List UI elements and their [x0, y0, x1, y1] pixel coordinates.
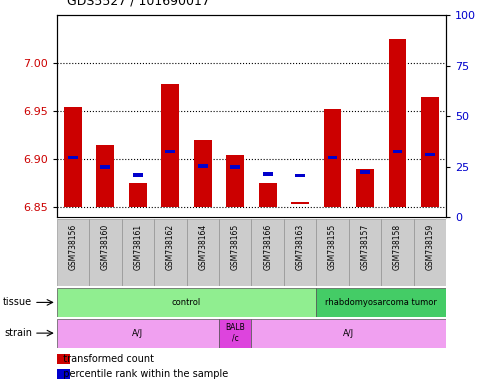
Bar [425, 153, 435, 156]
Bar [421, 97, 439, 207]
Text: GSM738164: GSM738164 [198, 223, 207, 270]
Text: GSM738161: GSM738161 [133, 223, 142, 270]
Text: GSM738157: GSM738157 [360, 223, 370, 270]
Text: GSM738156: GSM738156 [69, 223, 77, 270]
Bar [57, 288, 317, 317]
Bar [57, 354, 70, 364]
Text: GSM738166: GSM738166 [263, 223, 272, 270]
Bar [165, 150, 175, 154]
Text: A/J: A/J [343, 329, 354, 338]
Text: GSM738159: GSM738159 [425, 223, 434, 270]
Bar [349, 219, 381, 286]
Bar [381, 219, 414, 286]
Bar [101, 165, 110, 169]
Bar [219, 319, 251, 348]
Bar [284, 219, 317, 286]
Bar [251, 219, 284, 286]
Bar [360, 170, 370, 174]
Text: strain: strain [4, 328, 33, 338]
Text: GSM738158: GSM738158 [393, 223, 402, 270]
Text: GSM738165: GSM738165 [231, 223, 240, 270]
Text: A/J: A/J [132, 329, 143, 338]
Bar [392, 150, 402, 154]
Text: GSM738155: GSM738155 [328, 223, 337, 270]
Text: tissue: tissue [3, 297, 33, 308]
Bar [414, 219, 446, 286]
Text: percentile rank within the sample: percentile rank within the sample [57, 369, 228, 379]
Bar [57, 369, 70, 379]
Bar [57, 319, 219, 348]
Bar [129, 183, 147, 207]
Bar [161, 84, 179, 207]
Text: GDS5527 / 101690017: GDS5527 / 101690017 [67, 0, 210, 8]
Text: control: control [172, 298, 201, 307]
Bar [259, 183, 277, 207]
Bar [328, 156, 338, 159]
Text: GSM738160: GSM738160 [101, 223, 110, 270]
Bar [219, 219, 251, 286]
Bar [230, 165, 240, 169]
Bar [64, 106, 82, 207]
Text: rhabdomyosarcoma tumor: rhabdomyosarcoma tumor [325, 298, 437, 307]
Bar [317, 219, 349, 286]
Bar [122, 219, 154, 286]
Bar [251, 319, 446, 348]
Text: GSM738163: GSM738163 [296, 223, 305, 270]
Bar [198, 164, 208, 168]
Text: BALB
/c: BALB /c [225, 323, 245, 343]
Bar [154, 219, 186, 286]
Bar [89, 219, 122, 286]
Bar [323, 109, 342, 207]
Bar [97, 145, 114, 207]
Bar [295, 174, 305, 177]
Bar [291, 202, 309, 204]
Text: transformed count: transformed count [57, 354, 154, 364]
Bar [317, 288, 446, 317]
Bar [388, 39, 406, 207]
Bar [263, 172, 273, 175]
Text: GSM738162: GSM738162 [166, 223, 175, 270]
Bar [356, 169, 374, 207]
Bar [194, 140, 211, 207]
Bar [226, 154, 244, 207]
Bar [133, 173, 143, 177]
Bar [186, 219, 219, 286]
Bar [68, 156, 78, 159]
Bar [57, 219, 89, 286]
